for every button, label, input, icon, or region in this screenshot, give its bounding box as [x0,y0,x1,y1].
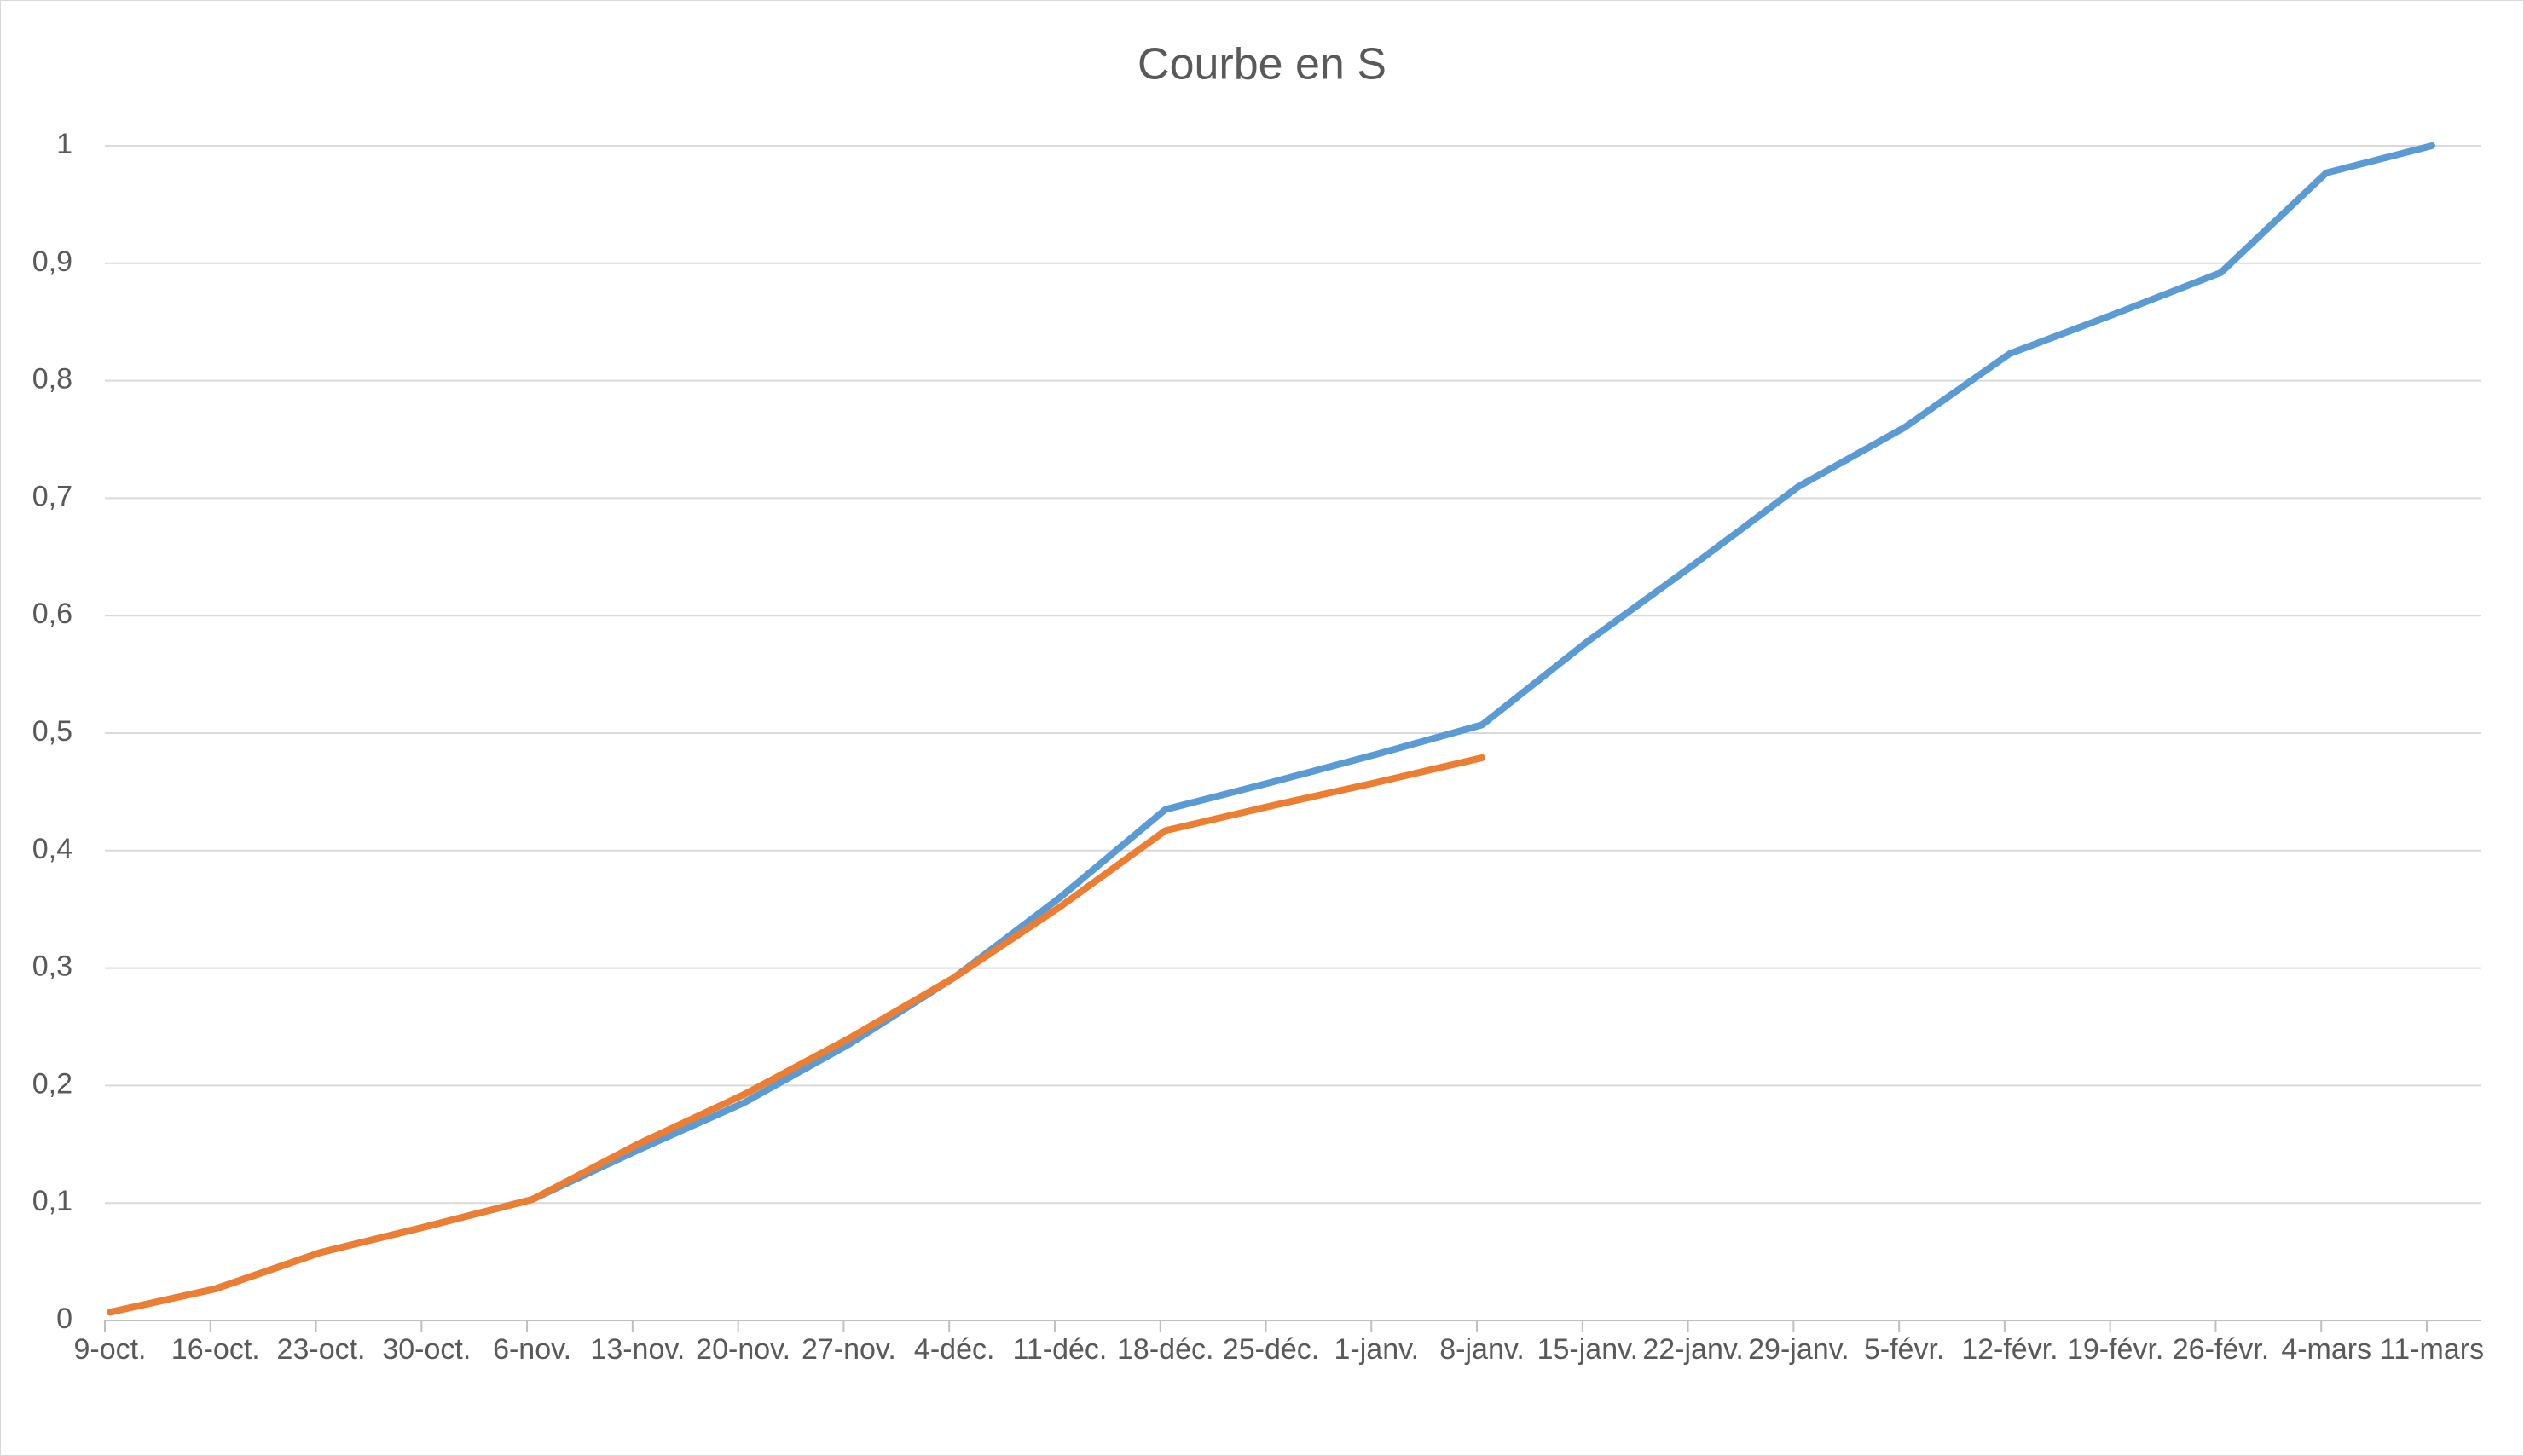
x-tick-label: 11-mars [2379,1333,2485,1366]
x-tick-label: 20-nov. [696,1333,791,1366]
y-tick-label: 0,2 [32,1067,72,1100]
x-tick-label: 4-mars [2281,1333,2372,1366]
y-tick-label: 0 [56,1303,72,1335]
x-tick-label: 18-déc. [1117,1333,1214,1366]
y-tick-label: 0,4 [32,833,72,865]
chart-title: Courbe en S [1138,40,1386,90]
x-tick-label: 29-janv. [1748,1333,1850,1366]
x-tick-label: 8-janv. [1439,1333,1525,1366]
x-tick-label: 11-déc. [1012,1333,1108,1366]
x-tick-label: 12-févr. [1961,1333,2058,1366]
x-tick-label: 1-janv. [1334,1333,1420,1366]
y-tick-label: 0,9 [32,246,72,278]
x-tick-label: 30-oct. [382,1333,472,1366]
x-tick-label: 6-nov. [493,1333,572,1366]
x-tick-label: 9-oct. [73,1333,147,1366]
x-tick-label: 19-févr. [2066,1333,2164,1366]
y-tick-label: 0,8 [32,363,72,396]
x-tick-label: 23-oct. [276,1333,366,1366]
x-tick-label: 13-nov. [590,1333,686,1366]
y-tick-label: 0,7 [32,480,72,512]
x-tick-label: 22-janv. [1642,1333,1744,1366]
x-tick-label: 5-févr. [1863,1333,1945,1366]
y-tick-label: 0,3 [32,950,72,983]
y-tick-label: 0,5 [32,715,72,748]
series-line [107,142,2435,1316]
series-line [107,754,1486,1316]
x-tick-label: 4-déc. [913,1333,995,1366]
x-tick-label: 26-févr. [2172,1333,2270,1366]
x-tick-label: 27-nov. [801,1333,896,1366]
x-tick-label: 15-janv. [1537,1333,1639,1366]
x-tick-label: 16-oct. [171,1333,260,1366]
x-tick-label: 25-déc. [1222,1333,1320,1366]
y-tick-label: 0,1 [32,1185,72,1217]
y-tick-label: 1 [56,128,72,160]
y-tick-label: 0,6 [32,598,72,630]
